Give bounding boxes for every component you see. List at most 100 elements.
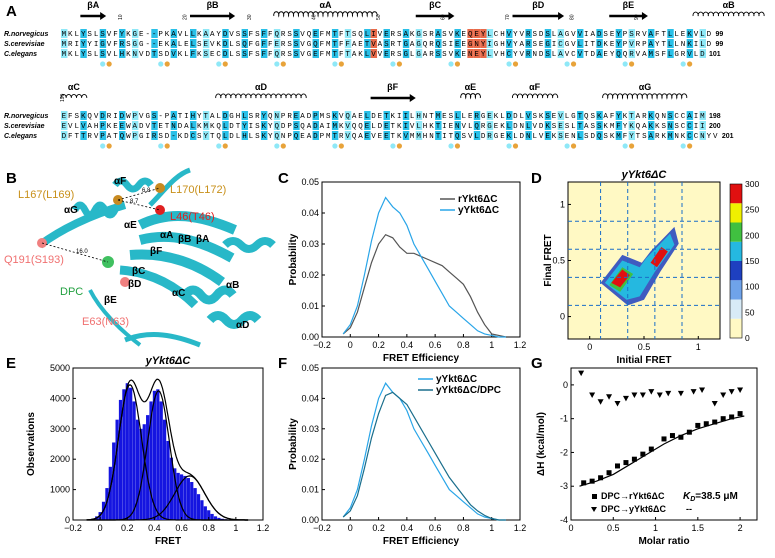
residue: S: [100, 51, 105, 59]
residue: N: [468, 51, 473, 59]
residue: S: [204, 51, 209, 59]
colorbar-segment: [730, 261, 742, 280]
residue: K: [661, 133, 666, 141]
residue: P: [313, 113, 318, 121]
x-tick-label: 0.8: [202, 523, 215, 533]
residue: D: [591, 133, 596, 141]
residue: S: [597, 123, 602, 131]
residue: I: [184, 113, 189, 121]
label-beta-d: βD: [128, 279, 141, 290]
y-tick-label: 0.04: [301, 393, 319, 403]
residue: Q: [307, 31, 312, 39]
residue: S: [255, 31, 260, 39]
residue: D: [223, 41, 228, 49]
residue: Q: [268, 113, 273, 121]
x-tick-label: 0.8: [457, 340, 470, 350]
y-axis-label: Probability: [288, 233, 299, 285]
x-tick-label: 0.5: [607, 523, 620, 533]
residue: V: [449, 31, 454, 39]
residue: L: [668, 41, 673, 49]
residue: E: [378, 133, 383, 141]
residue: V: [210, 41, 215, 49]
residue: F: [262, 31, 267, 39]
panel-letter-a: A: [6, 3, 17, 20]
residue: Y: [262, 113, 267, 121]
residue: Y: [81, 51, 86, 59]
residue: F: [113, 41, 118, 49]
x-tick-label: 1: [489, 523, 494, 533]
residue: R: [636, 31, 641, 39]
histogram-bar: [156, 389, 159, 520]
alpha-helix-coil: [461, 94, 481, 98]
data-point-square: [721, 416, 726, 421]
x-tick-label: 2: [738, 523, 743, 533]
data-point-triangle: [615, 401, 621, 407]
residue: L: [455, 113, 460, 121]
residue: E: [474, 31, 479, 39]
ss-label: αD: [255, 82, 268, 92]
data-point-square: [687, 430, 692, 435]
residue: M: [326, 31, 331, 39]
data-point-triangle: [699, 387, 705, 393]
x-tick-label: 0.2: [372, 523, 385, 533]
residue: D: [597, 41, 602, 49]
data-point-square: [649, 447, 654, 452]
label-beta-c: βC: [132, 266, 145, 277]
label-alpha-b: αB: [226, 280, 239, 291]
residue: R: [255, 113, 260, 121]
residue: R: [68, 41, 73, 49]
x-tick-label: 0.4: [148, 523, 161, 533]
residue: A: [307, 123, 312, 131]
residue: K: [126, 51, 131, 59]
data-point-square: [632, 457, 637, 462]
residue: A: [378, 41, 383, 49]
residue: V: [345, 123, 350, 131]
residue: C: [681, 123, 686, 131]
residue: I: [94, 41, 99, 49]
residue: K: [262, 133, 267, 141]
residue: C: [494, 31, 499, 39]
y-tick-label: 0: [65, 515, 70, 525]
residue: K: [397, 123, 402, 131]
residue: Q: [352, 123, 357, 131]
residue: S: [255, 123, 260, 131]
residue: S: [287, 31, 292, 39]
x-axis-label: Molar ratio: [638, 536, 689, 547]
residue: G: [565, 31, 570, 39]
residue: G: [133, 31, 138, 39]
residue: T: [210, 133, 215, 141]
residue: K: [107, 123, 112, 131]
residue: L: [552, 51, 557, 59]
residue: E: [358, 41, 363, 49]
residue: I: [145, 133, 150, 141]
residue: L: [223, 123, 228, 131]
residue: K: [358, 51, 363, 59]
colorbar-segment: [730, 223, 742, 242]
residue: Q: [294, 133, 299, 141]
residue: K: [455, 51, 460, 59]
residue: E: [468, 113, 473, 121]
residue: S: [668, 113, 673, 121]
residue: F: [113, 31, 118, 39]
legend-marker-triangle: [591, 507, 597, 512]
alpha-helix-coil: [603, 94, 687, 98]
residue: H: [236, 113, 241, 121]
residue: D: [539, 51, 544, 59]
residue: G: [139, 133, 144, 141]
interaction-dot-orange: [455, 61, 460, 66]
residue: D: [481, 133, 486, 141]
residue: E: [462, 31, 467, 39]
residue: S: [255, 133, 260, 141]
residue: Q: [597, 133, 602, 141]
residue: L: [487, 31, 492, 39]
beta-strand-arrowhead: [410, 94, 416, 102]
histogram-bar: [204, 506, 207, 520]
data-point-triangle: [623, 396, 629, 402]
y-axis-label: Final FRET: [543, 234, 554, 286]
residue: A: [649, 41, 654, 49]
residue: K: [545, 123, 550, 131]
tick-label: 10: [118, 14, 124, 20]
residue: T: [165, 123, 170, 131]
residue: C: [191, 133, 196, 141]
